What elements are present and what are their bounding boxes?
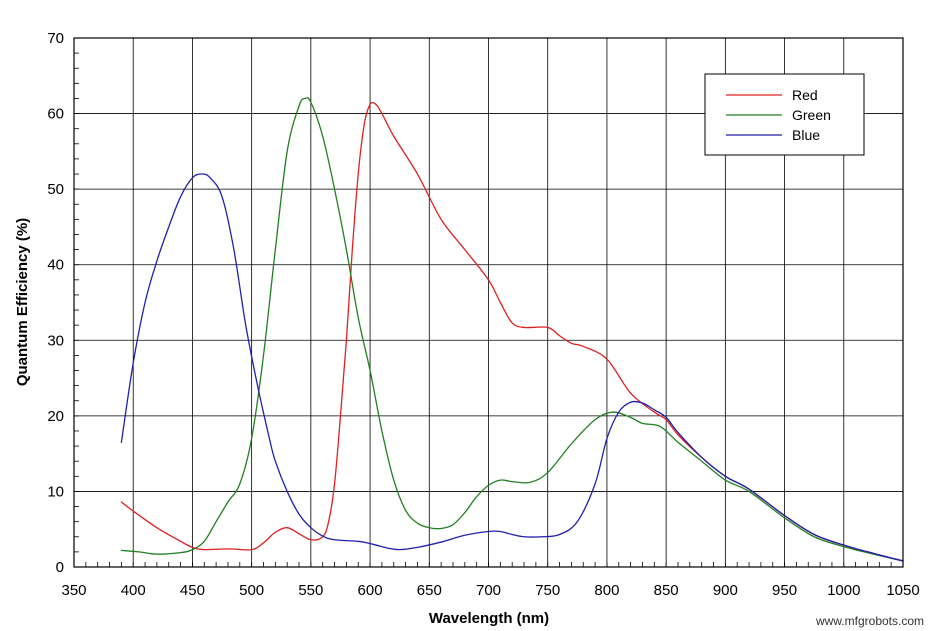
legend-label-red: Red	[792, 87, 818, 103]
x-tick-label: 950	[772, 582, 797, 599]
x-tick-label: 1050	[886, 582, 919, 599]
series-lines	[120, 97, 904, 562]
y-tick-label: 40	[47, 257, 64, 274]
legend: Red Green Blue	[704, 73, 865, 156]
x-tick-label: 750	[535, 582, 560, 599]
legend-label-blue: Blue	[792, 127, 820, 143]
y-tick-label: 20	[47, 408, 64, 425]
series-line-red	[120, 101, 904, 562]
y-tick-labels: 0 10 20 30 40 50 60 70	[47, 30, 64, 576]
watermark-text: www.mfgrobots.com	[815, 614, 924, 628]
x-tick-labels: 350 400 450 500 550 600 650 700 750 800 850 900 950 1…	[61, 582, 919, 599]
x-tick-label: 1000	[827, 582, 860, 599]
y-tick-label: 10	[47, 483, 64, 500]
x-tick-label: 650	[417, 582, 442, 599]
y-tick-label: 60	[47, 106, 64, 123]
x-tick-label: 350	[61, 582, 86, 599]
x-tick-label: 900	[713, 582, 738, 599]
x-tick-label: 850	[654, 582, 679, 599]
series-line-green	[120, 97, 904, 562]
y-axis-title: Quantum Efficiency (%)	[14, 218, 31, 386]
legend-label-green: Green	[792, 107, 831, 123]
x-tick-label: 450	[180, 582, 205, 599]
x-tick-label: 550	[298, 582, 323, 599]
series-line-blue	[120, 173, 904, 562]
plot-frame	[73, 37, 904, 568]
x-tick-label: 400	[121, 582, 146, 599]
x-tick-label: 700	[476, 582, 501, 599]
y-tick-label: 70	[47, 30, 64, 47]
y-tick-label: 0	[56, 559, 64, 576]
minor-ticks	[73, 37, 904, 568]
x-tick-label: 800	[594, 582, 619, 599]
y-tick-label: 30	[47, 332, 64, 349]
y-tick-label: 50	[47, 181, 64, 198]
x-tick-label: 500	[239, 582, 264, 599]
x-tick-label: 600	[358, 582, 383, 599]
x-axis-title: Wavelength (nm)	[429, 610, 549, 627]
